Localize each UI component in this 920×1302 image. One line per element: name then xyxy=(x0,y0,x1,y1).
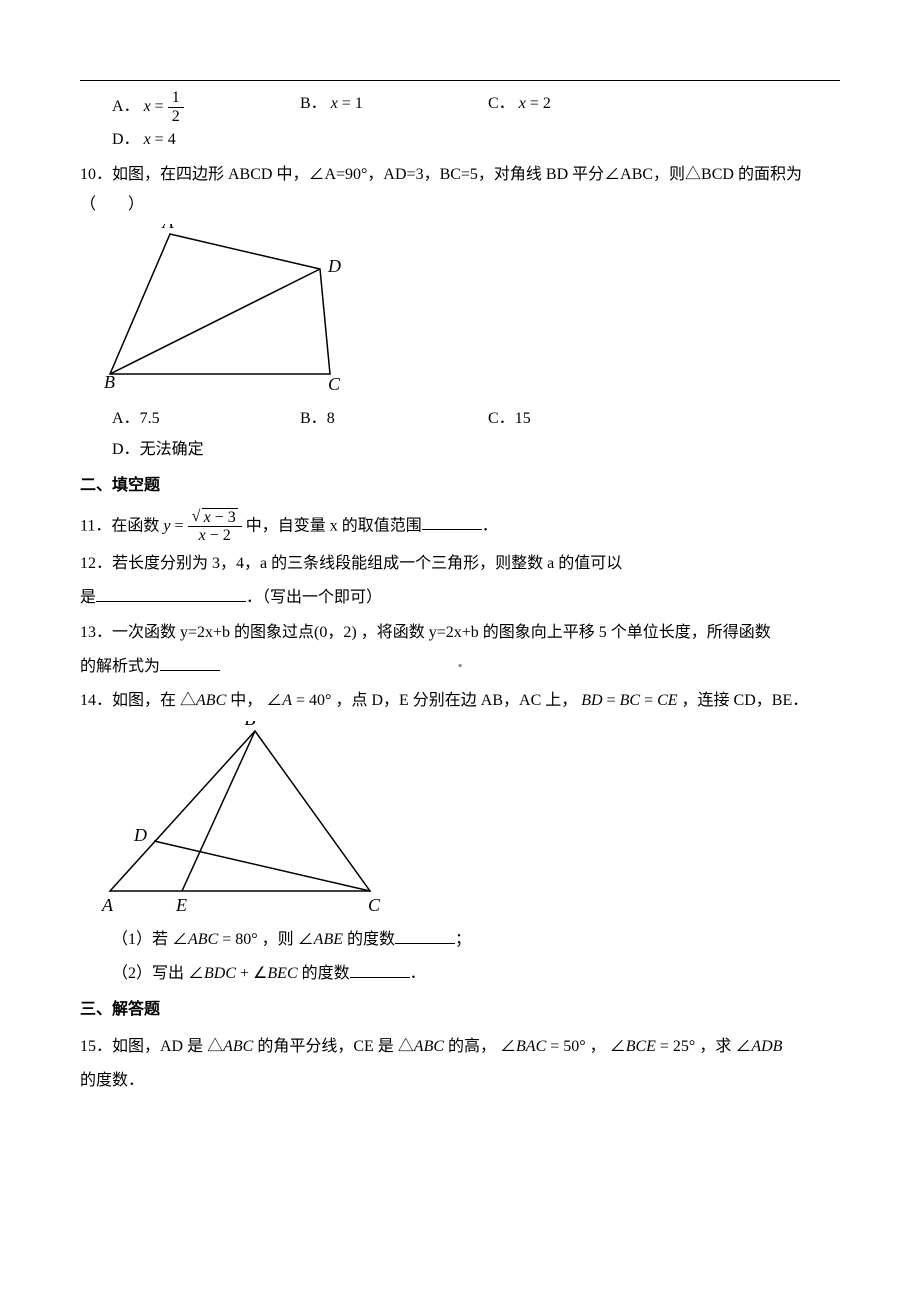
q14-figure: A B C D E xyxy=(100,721,390,921)
q10-option-d: D．无法确定 xyxy=(112,435,292,465)
top-rule xyxy=(80,80,840,81)
q14-blank-1 xyxy=(395,927,455,944)
q11-frac: x − 3 x − 2 xyxy=(188,508,242,545)
svg-text:B: B xyxy=(245,721,256,729)
q15-line1: 15．如图，AD 是 △ABC 的角平分线，CE 是 △ABC 的高， ∠BAC… xyxy=(80,1032,840,1062)
q11-blank xyxy=(422,513,482,530)
frac-1-2: 12 xyxy=(168,89,184,125)
section-3-heading: 三、解答题 xyxy=(80,995,840,1025)
q15-line2: 的度数． xyxy=(80,1066,840,1096)
q13-line2: 的解析式为 xyxy=(80,652,840,682)
svg-text:C: C xyxy=(368,895,381,915)
q10-option-b: B．8 xyxy=(300,404,480,434)
option-d: D． x = 4 xyxy=(112,125,292,155)
option-b: B． x = 1 xyxy=(300,89,480,125)
q12-line2: 是．（写出一个即可） xyxy=(80,583,840,613)
q10-text: 10．如图，在四边形 ABCD 中，∠A=90°，AD=3，BC=5，对角线 B… xyxy=(80,160,840,221)
q10-option-c: C．15 xyxy=(488,404,668,434)
q14-sub2: （2）写出 ∠BDC + ∠BEC 的度数． xyxy=(80,959,840,989)
svg-text:A: A xyxy=(101,895,114,915)
q13-line1: 13．一次函数 y=2x+b 的图象过点(0，2) ，将函数 y=2x+b 的图… xyxy=(80,618,840,648)
svg-text:B: B xyxy=(104,372,115,392)
q10-figure: A B C D xyxy=(100,224,360,404)
q14-sub1: （1）若 ∠ABC = 80° ，则 ∠ABE 的度数； xyxy=(80,925,840,955)
q12-line1: 12．若长度分别为 3，4，a 的三条线段能组成一个三角形，则整数 a 的值可以 xyxy=(80,549,840,579)
option-a-math: x xyxy=(144,98,151,115)
q11: 11．在函数 y = x − 3 x − 2 中，自变量 x 的取值范围． xyxy=(80,508,840,545)
q12-blank xyxy=(96,585,246,602)
q11-formula: y xyxy=(163,517,170,534)
svg-text:C: C xyxy=(328,374,341,394)
svg-text:E: E xyxy=(175,895,187,915)
q10-options: A．7.5 B．8 C．15 D．无法确定 xyxy=(80,404,840,465)
q14-text: 14．如图，在 △ABC 中， ∠A = 40° ，点 D，E 分别在边 AB，… xyxy=(80,686,840,716)
option-c: C． x = 2 xyxy=(488,89,668,125)
q13-blank xyxy=(160,654,220,671)
section-2-heading: 二、填空题 xyxy=(80,471,840,501)
option-a: A． x = 12 xyxy=(112,89,292,125)
q14-blank-2 xyxy=(350,961,410,978)
svg-text:D: D xyxy=(133,825,147,845)
svg-text:A: A xyxy=(162,224,175,232)
svg-text:D: D xyxy=(327,256,341,276)
q10-option-a: A．7.5 xyxy=(112,404,292,434)
prev-question-options: A． x = 12 B． x = 1 C． x = 2 D． x = 4 xyxy=(80,89,840,156)
